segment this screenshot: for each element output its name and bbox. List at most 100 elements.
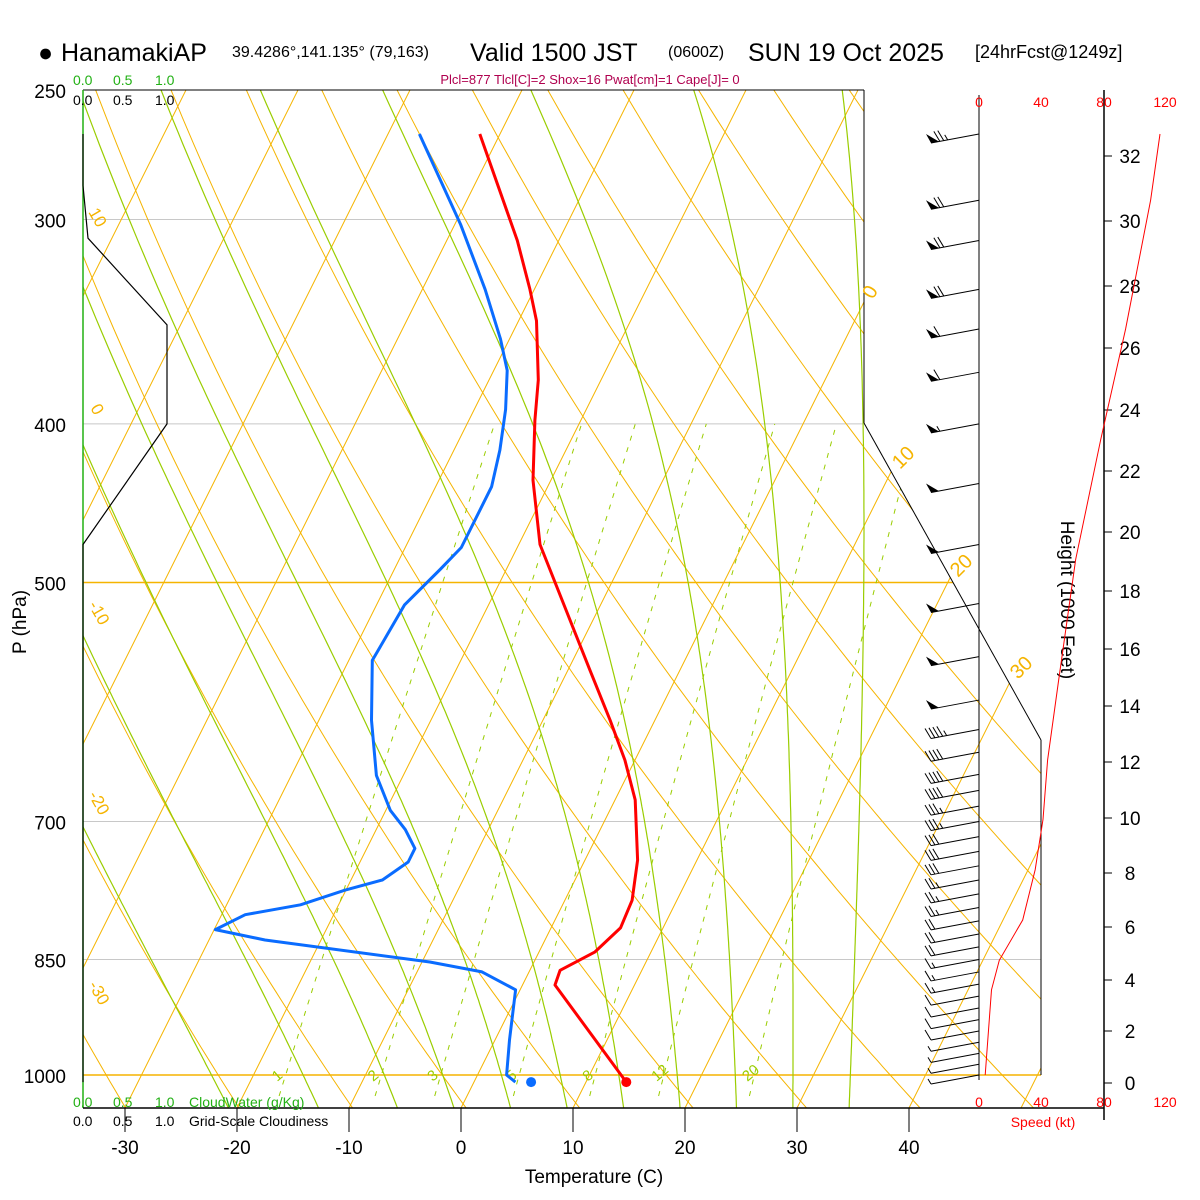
wind-barb-feather xyxy=(924,945,932,957)
wind-barb-staff xyxy=(930,371,980,382)
wind-barb xyxy=(924,877,980,890)
height-tick-label: 10 xyxy=(1119,809,1140,830)
wind-barb xyxy=(924,994,980,1006)
wind-barb xyxy=(926,326,980,339)
wind-barb-feather xyxy=(924,1006,932,1018)
wind-barb-staff xyxy=(930,423,980,434)
wind-barb-feather xyxy=(936,748,944,760)
dry-adiabat-line xyxy=(84,90,701,1108)
dry-adiabat-line xyxy=(307,90,1041,1108)
wind-barb-feather xyxy=(924,906,932,917)
wind-barb xyxy=(926,482,980,493)
wind-barb-feather xyxy=(924,789,932,800)
temperature-profile-line xyxy=(478,133,640,1083)
mixing-ratio-label: 8 xyxy=(579,1067,596,1085)
surface-dewpoint-point xyxy=(526,1077,537,1088)
moist-adiabat-line xyxy=(683,90,794,1108)
cloudwater-tick-bottom: 0.0 xyxy=(73,1094,93,1110)
wind-barb-feather xyxy=(936,770,944,782)
wind-barb xyxy=(924,891,980,904)
cloudwater-tick-bottom: 1.0 xyxy=(155,1094,175,1110)
wind-barb-feather xyxy=(933,197,941,208)
isotherm-line xyxy=(83,90,538,1108)
wind-barb-feather xyxy=(928,877,936,889)
wind-barb xyxy=(924,818,980,832)
wind-speed-line xyxy=(984,133,1161,1076)
isotherm-line xyxy=(680,90,1041,1108)
utc-time: (0600Z) xyxy=(668,44,724,61)
wind-barb-pennant xyxy=(926,700,939,710)
wind-barb-staff xyxy=(930,920,980,931)
wind-barb-staff xyxy=(930,729,980,740)
height-tick-label: 24 xyxy=(1119,401,1141,422)
wind-barb-half-feather xyxy=(927,1068,932,1074)
wind-barb-feather xyxy=(928,891,936,903)
moist-adiabat-line xyxy=(83,90,234,1108)
dry-adiabat-line xyxy=(531,90,1041,1108)
wind-barb-feather xyxy=(924,919,932,931)
wind-barb-pennant xyxy=(926,544,939,554)
pressure-tick-label: 1000 xyxy=(24,1067,66,1088)
wind-barb xyxy=(924,931,980,944)
wind-barb-feather xyxy=(928,772,936,783)
height-tick-label: 26 xyxy=(1119,339,1140,360)
wind-barb-staff xyxy=(930,1052,980,1063)
wind-barb-feather xyxy=(932,833,940,845)
wind-barb-staff xyxy=(930,482,980,493)
dry-adiabat-line xyxy=(903,90,1041,1108)
forecast-info: [24hrFcst@1249z] xyxy=(975,42,1122,62)
wind-barb xyxy=(924,944,980,957)
wind-barb-feather xyxy=(924,835,932,846)
wind-barb-staff xyxy=(930,751,980,762)
wind-barb-feather xyxy=(932,848,940,860)
wind-barb-staff xyxy=(930,893,980,904)
isotherm-line xyxy=(83,90,426,1108)
mixing-ratio-line xyxy=(278,423,496,1097)
wind-barb-staff xyxy=(930,602,980,613)
wind-barb xyxy=(926,423,980,434)
thermo-background xyxy=(83,90,1041,1108)
wind-barb-feather xyxy=(932,771,940,783)
wind-barb-pennant xyxy=(926,200,939,210)
isotherm-line xyxy=(1016,90,1041,1108)
isotherm-label-right: 30 xyxy=(1006,652,1037,683)
wind-barb xyxy=(924,905,980,917)
wind-barb-feather xyxy=(928,788,936,799)
wind-barb-feather xyxy=(928,863,936,875)
wind-barb-feather xyxy=(924,958,932,969)
height-tick-label: 18 xyxy=(1119,582,1140,603)
valid-time: Valid 1500 JST xyxy=(470,39,638,67)
wind-barb-staff xyxy=(930,1019,980,1030)
wind-barb-staff xyxy=(930,199,980,210)
speed-tick-top: 0 xyxy=(975,94,983,110)
dry-adiabat-line xyxy=(977,90,1041,1108)
wind-barb-staff xyxy=(930,288,980,299)
wind-barb-feather xyxy=(924,850,932,861)
wind-barb xyxy=(926,369,980,382)
wind-barb-feather xyxy=(936,726,944,737)
height-tick-label: 20 xyxy=(1119,523,1140,544)
wind-barb xyxy=(924,982,980,994)
wind-barb-staff xyxy=(930,933,980,944)
wind-barb-half-feather xyxy=(936,425,941,432)
mixing-ratio-line xyxy=(748,423,919,1097)
height-tick-label: 28 xyxy=(1119,277,1140,298)
height-tick-label: 0 xyxy=(1125,1074,1136,1095)
wind-barb-staff xyxy=(930,865,980,876)
cloudiness-tick-bottom: 0.0 xyxy=(73,1113,93,1129)
wind-barb-feather xyxy=(933,369,941,380)
cloudiness-tick-top: 1.0 xyxy=(155,92,175,108)
station-coords: 39.4286°,141.135° (79,163) xyxy=(232,44,429,61)
wind-barb xyxy=(924,803,980,816)
wind-barb xyxy=(924,970,980,982)
isotherm-label-left: -20 xyxy=(85,788,114,819)
isotherm-label-left: -10 xyxy=(85,598,114,629)
height-tick-label: 2 xyxy=(1125,1022,1136,1043)
mixing-ratio-line xyxy=(374,423,583,1097)
wind-barb-staff xyxy=(930,239,980,250)
station-name: HanamakiAP xyxy=(61,39,207,67)
wind-barb xyxy=(927,1052,980,1063)
isotherm-label-right: 10 xyxy=(888,442,919,473)
wind-barb-feather xyxy=(924,932,932,944)
wind-barb-staff xyxy=(930,836,980,847)
